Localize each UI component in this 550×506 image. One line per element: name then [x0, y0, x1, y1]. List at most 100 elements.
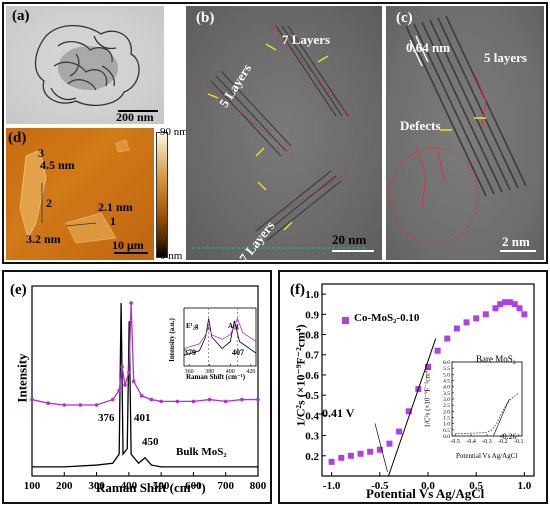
ms-xtick-label: 1.0 — [517, 480, 531, 492]
raman-xtick-label: 800 — [250, 480, 267, 492]
inset-e-bulk-line — [183, 318, 257, 356]
ms-point — [482, 311, 489, 318]
scale-bar-a — [118, 110, 158, 112]
ms-point — [492, 305, 499, 312]
scale-bar-c — [500, 250, 536, 252]
ms-annotation: -0.41 V — [318, 406, 355, 420]
colorbar-max-label: 90 nm — [160, 126, 188, 138]
raman-point — [94, 403, 99, 407]
inset-f-annotation: -0.26 — [500, 432, 517, 441]
ms-point — [516, 305, 523, 312]
inset-e-mode-a1g: A₁g — [228, 322, 239, 330]
raman-point — [123, 383, 127, 387]
ms-legend-marker — [342, 317, 349, 324]
raman-xtick-label: 600 — [185, 480, 202, 492]
label-7-layers-top: 7 Layers — [282, 32, 331, 47]
ms-inset: -0.5 -0.4 -0.3 -0.2 -0.10.00.51.01.52.02.53.… — [443, 360, 523, 445]
inset-f-box — [451, 361, 523, 437]
afm-image-d: (d) 3 4.5 nm 2 2.1 nm 1 3.2 nm 10 μm — [6, 128, 154, 260]
panel-letter-a: (a) — [12, 8, 30, 24]
raman-axes: 100 200 300 400 500 600 700 800 — [24, 285, 267, 492]
afm-mark-4-5nm: 4.5 nm — [40, 158, 75, 172]
ms-xtick-label: -0.5 — [371, 480, 389, 492]
ms-xtick-label: 0.0 — [421, 480, 435, 492]
inset-f-ytick-label: 0.5 — [443, 428, 450, 434]
raman-point — [191, 399, 196, 404]
raman-series — [30, 301, 260, 468]
inset-f-xtick-label: -0.1 — [514, 439, 524, 445]
hrtem-image-b: (b) 7 Layers 5 Layers 7 Layers 20 nm — [186, 6, 382, 260]
inset-f-xtick-label: -0.4 — [466, 439, 476, 445]
ms-point — [506, 299, 513, 306]
scale-label-c: 2 nm — [502, 234, 530, 249]
ms-xlabel: Potential Vs Ag/AgCl — [366, 486, 485, 501]
afm-mark-2-1nm: 2.1 nm — [98, 200, 133, 214]
raman-point — [223, 399, 228, 404]
raman-point — [256, 397, 260, 402]
ms-ytick-label: 0.7 — [305, 350, 319, 362]
profile-line-1 — [65, 222, 97, 227]
raman-plot-box — [31, 285, 259, 477]
hrtem-b-lattice — [192, 23, 366, 249]
raman-point — [30, 397, 34, 402]
ms-point — [405, 408, 412, 415]
inset-f-ytick-label: 0.0 — [443, 434, 450, 440]
scale-label-a: 200 nm — [116, 110, 154, 124]
inset-f-ytick-label: 4.5 — [443, 379, 450, 385]
raman-xtick-label: 100 — [24, 480, 41, 492]
inset-f-ytick-label: 1.0 — [443, 422, 450, 428]
raman-point — [78, 403, 83, 407]
ms-point — [338, 454, 345, 461]
ms-point — [453, 325, 460, 332]
afm-mark-2: 2 — [46, 196, 52, 210]
ms-xtick-label: 0.5 — [469, 480, 483, 492]
scale-label-b: 20 nm — [332, 232, 367, 247]
ms-xtick-label: -1.0 — [323, 480, 341, 492]
raman-xtick-label: 500 — [153, 480, 170, 492]
ms-legend-label: Co-MoS₂-0.10 — [354, 312, 420, 324]
raman-point — [240, 397, 244, 402]
ms-ytick-label: 0.4 — [305, 410, 319, 422]
peak-label-401: 401 — [134, 412, 151, 424]
ms-axes: -1.0 -0.5 0.0 0.5 1.00.20.30.40.50.60.70.80.… — [305, 283, 535, 492]
ms-point — [425, 363, 431, 370]
inset-e-xtick-label: 420 — [246, 369, 255, 375]
peak-label-376: 376 — [98, 412, 115, 424]
inset-f-ytick-label: 5.5 — [443, 366, 450, 372]
raman-xlabel: Raman Shift (cm⁻¹) — [96, 480, 206, 495]
ms-annotation-leader — [374, 423, 388, 473]
raman-xtick-label: 200 — [56, 480, 73, 492]
inset-f-ytick-label: 2.0 — [443, 409, 450, 415]
ms-point — [434, 347, 441, 354]
ms-ytick-label: 0.5 — [305, 390, 319, 402]
panel-letter-b: (b) — [196, 10, 215, 26]
inset-f-ytick-label: 1.5 — [443, 416, 450, 422]
ms-point — [357, 450, 364, 457]
raman-point — [62, 403, 67, 407]
inset-e-xlabel: Raman Shift (cm⁻¹) — [186, 373, 246, 381]
inset-f-ytick-label: 6.0 — [443, 360, 450, 366]
afm-colorbar — [156, 132, 168, 258]
scale-bar-b — [332, 250, 374, 252]
afm-mark-1: 1 — [110, 214, 116, 228]
ms-fit-line — [388, 338, 437, 477]
inset-f-fit — [493, 398, 510, 437]
raman-point — [159, 399, 163, 404]
scale-label-d: 10 μm — [112, 238, 144, 252]
ms-point — [502, 299, 509, 306]
raman-point — [46, 401, 50, 405]
panel-letter-d: (d) — [8, 130, 27, 146]
panel-letter-e: (e) — [10, 282, 27, 298]
raman-xtick-label: 300 — [88, 480, 105, 492]
raman-series-line-0 — [32, 303, 258, 468]
inset-e-box — [183, 307, 257, 367]
c-5-layers-label: 5 layers — [484, 50, 527, 65]
inset-f-ytick-label: 4.0 — [443, 385, 450, 391]
ms-point — [497, 301, 504, 308]
raman-point — [139, 394, 144, 398]
lattice-spacing-label: 0.64 nm — [406, 40, 451, 55]
raman-point — [120, 365, 124, 369]
inset-f-xtick-label: -0.3 — [482, 439, 492, 445]
ms-point — [347, 452, 354, 459]
ms-point — [521, 311, 528, 318]
